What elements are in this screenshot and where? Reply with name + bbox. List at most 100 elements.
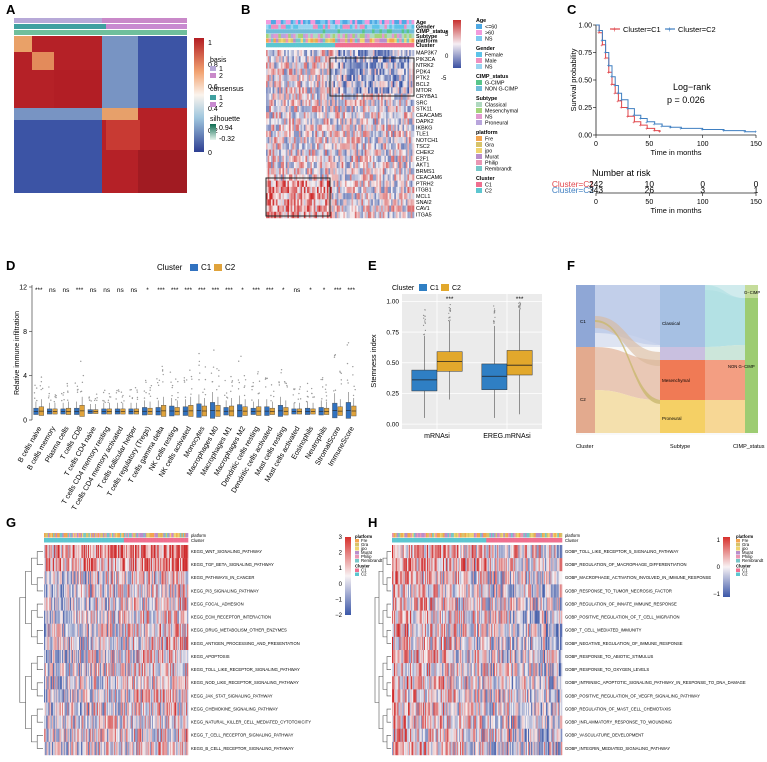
annotation-cell bbox=[303, 43, 306, 48]
heatmap-cell bbox=[274, 87, 277, 94]
heatmap-cell bbox=[323, 137, 326, 144]
heatmap-cell bbox=[323, 62, 326, 69]
heatmap-cell bbox=[63, 571, 65, 585]
heatmap-cell bbox=[367, 137, 370, 144]
heatmap-cell bbox=[369, 211, 372, 219]
heatmap-cell bbox=[282, 186, 285, 194]
heatmap-cell bbox=[71, 623, 73, 638]
heatmap-cell bbox=[53, 636, 55, 651]
annotation-cell bbox=[330, 43, 333, 48]
heatmap-cell bbox=[351, 87, 354, 94]
heatmap-cell bbox=[93, 545, 95, 559]
heatmap-cell bbox=[48, 636, 50, 651]
annotation-cell bbox=[87, 538, 89, 543]
outlier-point bbox=[107, 401, 109, 404]
heatmap-cell bbox=[366, 168, 369, 175]
annotation-cell bbox=[322, 38, 326, 43]
annotation-cell bbox=[102, 538, 105, 543]
legend-item: NON G-CIMP bbox=[485, 87, 518, 93]
heatmap-cell bbox=[402, 186, 405, 194]
annotation-cell bbox=[322, 20, 326, 25]
heatmap-cell bbox=[103, 610, 105, 624]
heatmap-cell bbox=[377, 124, 380, 132]
censor-mark: + bbox=[645, 126, 648, 132]
heatmap-cell bbox=[135, 584, 137, 598]
heatmap-cell bbox=[343, 186, 346, 194]
heatmap-cell bbox=[302, 87, 305, 94]
heatmap-cell bbox=[412, 99, 415, 107]
heatmap-cell bbox=[89, 571, 92, 585]
annotation-cell bbox=[394, 33, 398, 39]
heatmap-cell bbox=[133, 610, 135, 624]
annotation-cell bbox=[347, 29, 351, 34]
heatmap-cell bbox=[394, 118, 397, 125]
heatmap-cell bbox=[122, 571, 124, 585]
heatmap-cell bbox=[154, 610, 156, 624]
annotation-cell bbox=[93, 538, 96, 543]
heatmap-cell bbox=[74, 584, 76, 598]
heatmap-cell bbox=[316, 199, 319, 206]
heatmap-cell bbox=[134, 597, 137, 611]
heatmap-cell bbox=[146, 623, 148, 638]
annotation-cell bbox=[119, 533, 122, 538]
heatmap-cell bbox=[284, 68, 287, 76]
heatmap-cell bbox=[272, 106, 275, 113]
heatmap-cell bbox=[379, 56, 382, 63]
heatmap-cell bbox=[412, 50, 415, 57]
outlier-point bbox=[96, 399, 98, 402]
heatmap-cell bbox=[374, 112, 377, 119]
heatmap-cell bbox=[267, 81, 270, 88]
heatmap-cell bbox=[51, 623, 53, 638]
heatmap-cell bbox=[331, 180, 334, 188]
legend-swatch bbox=[476, 52, 482, 57]
heatmap-cell bbox=[46, 597, 48, 611]
heatmap-cell bbox=[354, 205, 357, 212]
annotation-cell bbox=[163, 533, 165, 538]
heatmap-cell bbox=[348, 149, 351, 156]
heatmap-cell bbox=[336, 118, 339, 125]
heatmap-cell bbox=[346, 68, 349, 76]
heatmap-cell bbox=[359, 93, 362, 100]
heatmap-cell bbox=[149, 558, 151, 572]
heatmap-cell bbox=[354, 50, 357, 57]
heatmap-cell bbox=[333, 162, 336, 169]
heatmap-cell bbox=[170, 623, 172, 638]
heatmap-cell bbox=[389, 62, 392, 69]
heatmap-cell bbox=[272, 99, 275, 107]
significance-mark: ns bbox=[103, 287, 111, 294]
heatmap-cell bbox=[117, 558, 119, 572]
heatmap-cell bbox=[118, 636, 120, 651]
heatmap-cell bbox=[354, 137, 357, 144]
heatmap-cell bbox=[100, 545, 102, 559]
heatmap-cell bbox=[152, 623, 154, 638]
heatmap-cell bbox=[400, 112, 403, 119]
heatmap-cell bbox=[114, 636, 116, 651]
heatmap-cell bbox=[289, 199, 291, 206]
censor-mark: + bbox=[754, 130, 757, 136]
heatmap-cell bbox=[129, 558, 131, 572]
heatmap-cell bbox=[147, 610, 149, 624]
annotation-cell bbox=[280, 43, 284, 48]
heatmap-cell bbox=[402, 199, 405, 206]
heatmap-cell bbox=[320, 74, 323, 82]
heatmap-cell bbox=[284, 87, 287, 94]
outlier-point bbox=[148, 393, 150, 395]
heatmap-cell bbox=[397, 81, 400, 88]
heatmap-cell bbox=[164, 571, 166, 585]
annotation-cell bbox=[384, 29, 388, 34]
annotation-cell bbox=[268, 20, 272, 25]
annotation-cell bbox=[61, 538, 63, 543]
heatmap-cell bbox=[267, 199, 270, 206]
heatmap-cell bbox=[119, 558, 121, 572]
heatmap-cell bbox=[275, 155, 278, 163]
heatmap-cell bbox=[110, 571, 112, 585]
outlier-point bbox=[265, 386, 267, 388]
heatmap-cell bbox=[336, 112, 339, 119]
heatmap-cell bbox=[338, 174, 341, 181]
heatmap-cell bbox=[282, 62, 285, 69]
heatmap-cell bbox=[282, 106, 285, 113]
heatmap-cell bbox=[341, 81, 344, 88]
dendrogram-branch bbox=[19, 597, 26, 703]
heatmap-cell bbox=[118, 558, 120, 572]
heatmap-cell bbox=[307, 193, 310, 200]
